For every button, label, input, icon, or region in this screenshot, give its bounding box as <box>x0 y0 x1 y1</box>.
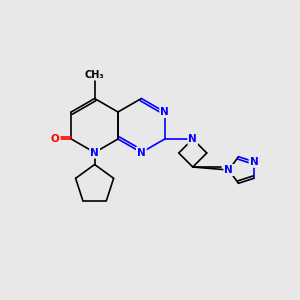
Text: N: N <box>90 148 99 158</box>
Text: N: N <box>160 107 169 117</box>
Text: CH₃: CH₃ <box>85 70 104 80</box>
Text: N: N <box>188 134 197 144</box>
Text: N: N <box>250 157 259 167</box>
Text: N: N <box>137 148 146 158</box>
Text: O: O <box>51 134 60 144</box>
Text: N: N <box>224 165 233 175</box>
